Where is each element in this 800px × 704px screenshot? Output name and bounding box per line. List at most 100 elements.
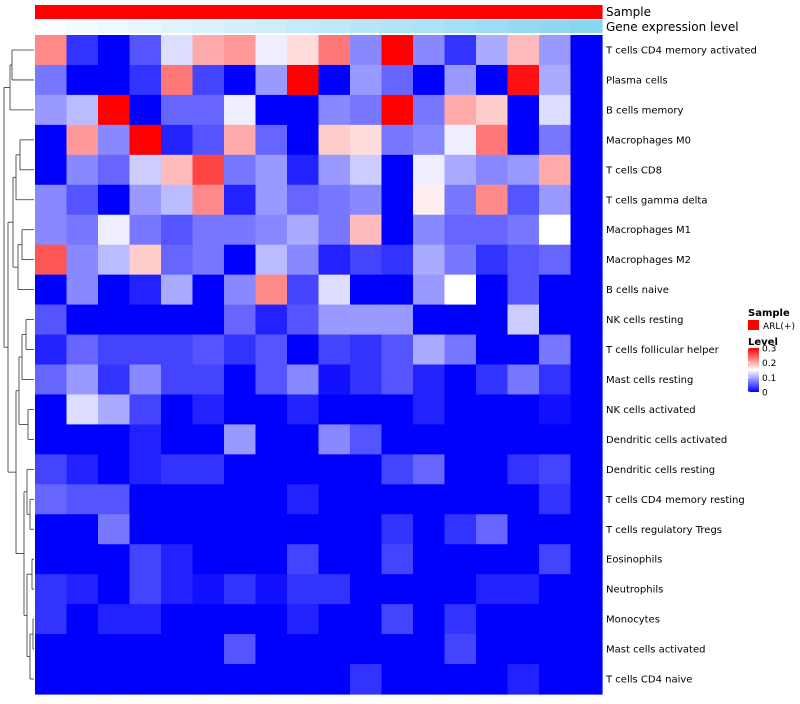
expression-annotation-cell [66, 20, 99, 33]
heatmap-cell [287, 184, 320, 216]
heatmap-cell [224, 94, 257, 126]
heatmap-cell [129, 394, 162, 425]
heatmap-cell [255, 274, 288, 306]
heatmap-cell [98, 124, 131, 156]
heatmap-cell [192, 514, 225, 545]
heatmap-cell [35, 334, 68, 366]
heatmap-cell [129, 274, 162, 306]
heatmap-cell [570, 334, 603, 366]
row-label: NK cells resting [606, 315, 683, 326]
heatmap-cell [539, 574, 572, 605]
heatmap-cell [350, 634, 383, 665]
heatmap-cell [381, 514, 414, 545]
heatmap-cell [350, 214, 383, 246]
heatmap-cell [350, 394, 383, 425]
heatmap-cell [66, 484, 99, 515]
heatmap-cell [570, 214, 603, 246]
heatmap-cell [35, 514, 68, 545]
heatmap-cell [66, 94, 99, 126]
sample-annotation-cell [255, 5, 288, 19]
heatmap-cell [476, 424, 509, 455]
heatmap-cell [381, 274, 414, 306]
row-label: T cells follicular helper [605, 345, 720, 356]
sample-annotation-cell [192, 5, 225, 19]
heatmap-cell [570, 454, 603, 485]
heatmap-cell [507, 514, 540, 545]
heatmap-cell [255, 484, 288, 515]
row-label: T cells gamma delta [605, 195, 707, 206]
heatmap-cell [66, 424, 99, 455]
row-label: B cells memory [606, 105, 683, 116]
heatmap-cell [413, 634, 446, 665]
heatmap-cell [98, 454, 131, 485]
heatmap-cell [192, 304, 225, 336]
heatmap-cell [129, 244, 162, 276]
heatmap-cell [350, 484, 383, 515]
legend-tick-label: 0 [762, 389, 768, 399]
heatmap-cell [507, 35, 540, 66]
heatmap-cell [129, 124, 162, 156]
heatmap-cell [161, 664, 194, 695]
heatmap-cell [507, 454, 540, 485]
heatmap-cell [161, 184, 194, 216]
heatmap-cell [161, 35, 194, 66]
legend-tick-label: 0.2 [762, 359, 776, 369]
heatmap-cell [539, 424, 572, 455]
heatmap-cell [224, 154, 257, 186]
heatmap-cell [287, 574, 320, 605]
heatmap-cell [413, 484, 446, 515]
heatmap-cell [539, 154, 572, 186]
heatmap-cell [255, 244, 288, 276]
heatmap-cell [507, 664, 540, 695]
sample-annotation-cell [381, 5, 414, 19]
expression-annotation-cell [192, 20, 225, 33]
sample-annotation-cell [35, 5, 68, 19]
heatmap-cell [224, 484, 257, 515]
heatmap-cell [381, 574, 414, 605]
heatmap-cell [318, 484, 351, 515]
heatmap-cell [66, 604, 99, 635]
heatmap-cell [161, 214, 194, 246]
heatmap-cell [570, 94, 603, 126]
heatmap-cell [476, 664, 509, 695]
heatmap-cell [161, 634, 194, 665]
heatmap-cell [129, 64, 162, 96]
heatmap-cell [350, 364, 383, 396]
heatmap-cell [287, 364, 320, 396]
row-label: Neutrophils [606, 585, 663, 596]
heatmap-cell [350, 544, 383, 575]
heatmap-cell [255, 544, 288, 575]
heatmap-cell [35, 214, 68, 246]
heatmap-cell [35, 304, 68, 336]
heatmap-cell [539, 454, 572, 485]
heatmap-cell [287, 334, 320, 366]
heatmap-cell [350, 424, 383, 455]
heatmap-cell [129, 184, 162, 216]
heatmap-cell [287, 35, 320, 66]
heatmap-cell [129, 574, 162, 605]
heatmap-cell [129, 454, 162, 485]
expression-annotation-cell [476, 20, 509, 33]
heatmap-cell [98, 64, 131, 96]
heatmap-cell [507, 364, 540, 396]
heatmap-cell [444, 514, 477, 545]
heatmap-cell [192, 604, 225, 635]
heatmap-cell [507, 544, 540, 575]
heatmap-cell [507, 214, 540, 246]
heatmap-cell [318, 124, 351, 156]
heatmap-cell [98, 604, 131, 635]
heatmap-cell [476, 574, 509, 605]
heatmap-cell [98, 154, 131, 186]
heatmap-cell [35, 634, 68, 665]
expression-annotation-cell [318, 20, 351, 33]
heatmap-cell [318, 514, 351, 545]
heatmap-cell [192, 35, 225, 66]
heatmap-cell [318, 35, 351, 66]
heatmap-cell [381, 214, 414, 246]
heatmap-cell [476, 334, 509, 366]
heatmap-cell [35, 574, 68, 605]
heatmap-cell [287, 634, 320, 665]
